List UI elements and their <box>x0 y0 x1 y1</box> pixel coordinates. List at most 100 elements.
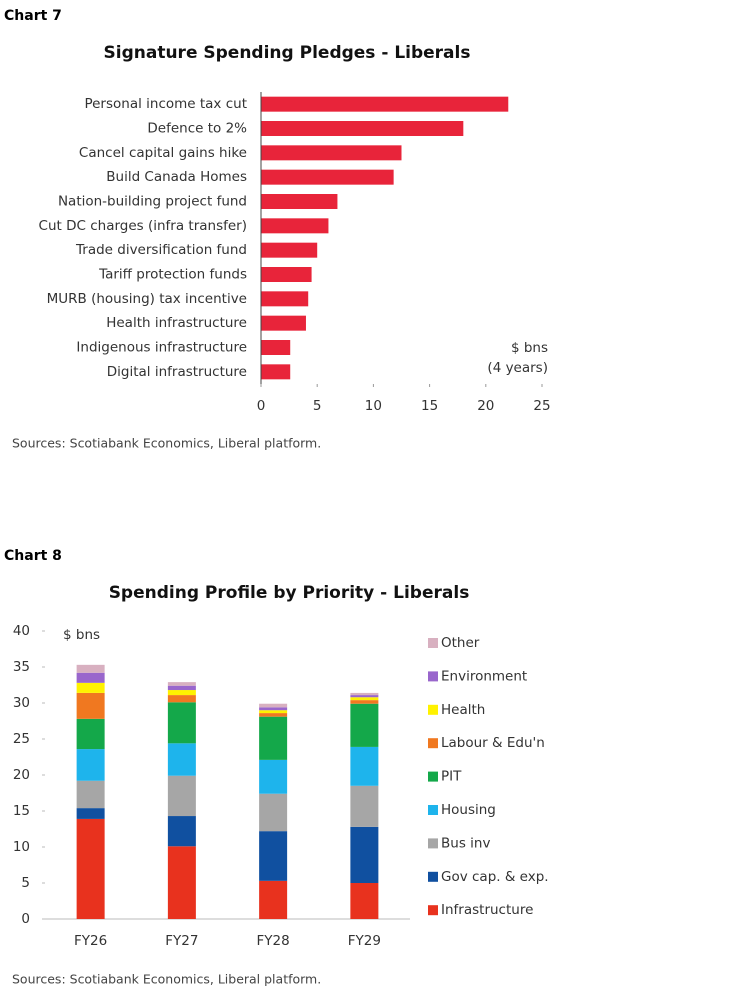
category-label: Defence to 2% <box>147 121 247 137</box>
bar-segment <box>76 672 105 683</box>
chart-title: Spending Profile by Priority - Liberals <box>109 583 470 603</box>
bar-segment <box>259 793 288 832</box>
x-tick-label: 5 <box>313 398 322 414</box>
category-label: Nation-building project fund <box>58 194 247 210</box>
legend-swatch <box>428 704 438 715</box>
x-tick-label: FY26 <box>74 933 107 949</box>
category-label: Health infrastructure <box>106 315 247 331</box>
bar <box>261 96 509 112</box>
x-tick-label: 20 <box>477 398 494 414</box>
y-tick-label: 15 <box>13 803 30 819</box>
x-tick-label: 15 <box>421 398 438 414</box>
bar-segment <box>350 700 379 704</box>
bar-segment <box>76 692 105 719</box>
bar <box>261 218 329 234</box>
bar-segment <box>259 713 288 717</box>
bar-segment <box>167 846 196 919</box>
bar-segment <box>76 664 105 673</box>
bar <box>261 315 306 331</box>
bar-segment <box>76 808 105 819</box>
y-tick-label: 25 <box>13 731 30 747</box>
legend-label: Infrastructure <box>441 902 533 918</box>
y-tick-label: 30 <box>13 695 30 711</box>
annotation: $ bns <box>63 627 100 643</box>
bar <box>261 242 318 258</box>
source: Sources: Scotiabank Economics, Liberal p… <box>12 436 321 451</box>
legend-label: Other <box>441 635 480 651</box>
bar <box>261 340 291 355</box>
bar-segment <box>167 775 196 817</box>
bar-segment <box>350 785 379 827</box>
bar <box>261 194 338 209</box>
legend-swatch <box>428 771 438 782</box>
bar-segment <box>350 746 379 786</box>
bar-segment <box>167 695 196 703</box>
bar-segment <box>259 880 288 919</box>
y-tick-label: 0 <box>21 911 30 927</box>
category-label: Digital infrastructure <box>107 364 247 380</box>
y-tick-label: 35 <box>13 659 30 675</box>
category-label: Cancel capital gains hike <box>79 145 247 161</box>
y-tick-label: 10 <box>13 839 30 855</box>
bar-segment <box>350 697 379 701</box>
chart-label: Chart 7 <box>4 8 62 24</box>
bar <box>261 267 312 282</box>
bar-segment <box>259 831 288 881</box>
bar-segment <box>259 707 288 711</box>
legend-swatch <box>428 905 438 916</box>
legend-label: Gov cap. & exp. <box>441 869 549 885</box>
legend-swatch <box>428 805 438 815</box>
bar-segment <box>259 703 288 708</box>
x-tick-label: 0 <box>257 398 266 414</box>
bar-segment <box>167 702 196 744</box>
legend-label: Labour & Edu'n <box>441 735 545 751</box>
bar-segment <box>167 743 196 776</box>
bar <box>261 169 394 185</box>
bar-segment <box>259 716 288 760</box>
chart-title: Signature Spending Pledges - Liberals <box>104 43 471 63</box>
y-tick-label: 20 <box>13 767 30 783</box>
category-label: Trade diversification fund <box>75 242 247 258</box>
category-label: Tariff protection funds <box>98 267 247 283</box>
category-label: Personal income tax cut <box>84 96 247 112</box>
annotation: $ bns <box>511 340 548 356</box>
legend-swatch <box>428 838 438 849</box>
bar-segment <box>76 749 105 781</box>
bar-segment <box>76 818 105 919</box>
legend-swatch <box>428 638 438 648</box>
bar-segment <box>167 816 196 847</box>
bar <box>261 121 464 136</box>
category-label: Indigenous infrastructure <box>76 340 247 356</box>
legend-label: PIT <box>441 769 462 785</box>
x-tick-label: FY29 <box>348 933 381 949</box>
bar <box>261 364 291 380</box>
x-tick-label: 10 <box>365 398 382 414</box>
annotation: (4 years) <box>487 360 548 376</box>
legend-label: Environment <box>441 668 527 684</box>
legend-label: Bus inv <box>441 835 490 851</box>
bar-segment <box>259 759 288 794</box>
bar-segment <box>76 780 105 809</box>
legend-swatch <box>428 671 438 682</box>
category-label: MURB (housing) tax incentive <box>47 291 247 307</box>
bar-segment <box>76 718 105 750</box>
legend-swatch <box>428 738 438 749</box>
category-label: Cut DC charges (infra transfer) <box>39 218 247 234</box>
source: Sources: Scotiabank Economics, Liberal p… <box>12 972 321 987</box>
chart-label: Chart 8 <box>4 548 62 564</box>
bar <box>261 145 402 161</box>
bar <box>261 291 309 307</box>
bar-segment <box>167 685 196 691</box>
legend-label: Health <box>441 702 485 718</box>
bar-segment <box>350 826 379 883</box>
category-label: Build Canada Homes <box>106 169 247 185</box>
bar-segment <box>76 682 105 693</box>
x-tick-label: 25 <box>533 398 550 414</box>
bar-segment <box>350 695 379 698</box>
y-tick-label: 5 <box>21 875 30 891</box>
bar-segment <box>350 703 379 747</box>
legend-swatch <box>428 871 438 882</box>
x-tick-label: FY28 <box>257 933 290 949</box>
